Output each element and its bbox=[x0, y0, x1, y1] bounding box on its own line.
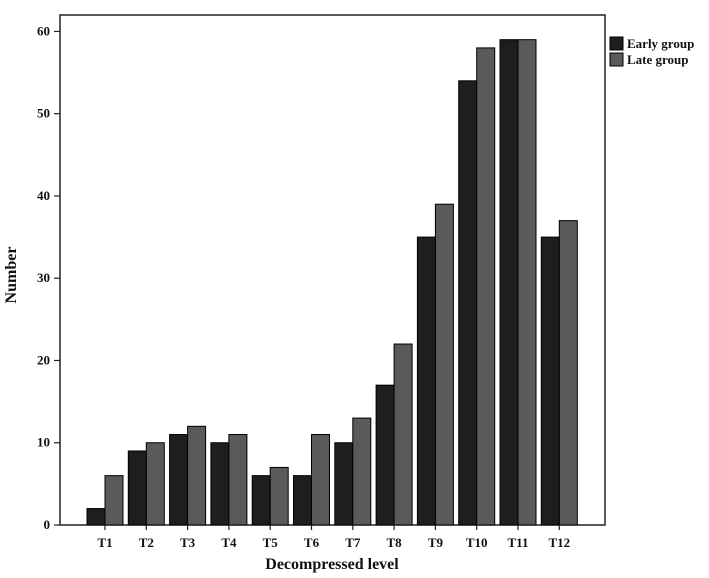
bar-early-group-t2 bbox=[127, 450, 147, 526]
bar-early-group-t8 bbox=[375, 384, 395, 526]
y-tick-label: 20 bbox=[37, 352, 50, 367]
x-tick-label-t9: T9 bbox=[428, 535, 444, 550]
bar-late-group-t12 bbox=[558, 220, 578, 526]
y-tick-label: 10 bbox=[37, 435, 50, 450]
x-tick-label-t10: T10 bbox=[466, 535, 488, 550]
x-axis: T1 T2 T3 T4 T5 T6 T7 T8 T9 T10 T11 T12 bbox=[97, 525, 570, 550]
bar-early-group-t7 bbox=[334, 442, 354, 526]
x-tick-label-t7: T7 bbox=[345, 535, 361, 550]
y-tick-label: 60 bbox=[37, 23, 50, 38]
y-tick-label: 50 bbox=[37, 106, 50, 121]
bar-early-group-t1 bbox=[86, 508, 106, 526]
bar-early-group-t5 bbox=[251, 475, 271, 526]
x-tick-label-t5: T5 bbox=[263, 535, 279, 550]
x-tick-label-t3: T3 bbox=[180, 535, 196, 550]
x-tick-label-t6: T6 bbox=[304, 535, 320, 550]
y-axis: 0 10 20 30 40 50 60 bbox=[37, 23, 60, 532]
legend-swatch-late-group bbox=[609, 52, 624, 67]
bar-late-group-t8 bbox=[393, 343, 413, 526]
bar-early-group-t9 bbox=[416, 236, 436, 526]
legend-swatch-early-group bbox=[609, 36, 624, 51]
x-tick-label-t11: T11 bbox=[508, 535, 529, 550]
bar-series bbox=[86, 39, 578, 526]
bar-late-group-t5 bbox=[269, 466, 289, 526]
bar-early-group-t6 bbox=[293, 475, 312, 526]
bar-early-group-t10 bbox=[458, 80, 478, 526]
y-tick-label: 30 bbox=[37, 270, 50, 285]
bar-early-group-t11 bbox=[499, 39, 519, 526]
bar-early-group-t3 bbox=[169, 434, 189, 526]
x-tick-label-t2: T2 bbox=[139, 535, 154, 550]
x-tick-label-t8: T8 bbox=[387, 535, 403, 550]
bar-late-group-t11 bbox=[517, 39, 537, 526]
bar-late-group-t4 bbox=[228, 434, 248, 526]
bar-early-group-t4 bbox=[210, 442, 230, 526]
x-tick-label-t12: T12 bbox=[548, 535, 570, 550]
x-axis-title: Decompressed level bbox=[265, 556, 399, 573]
bar-late-group-t1 bbox=[104, 475, 124, 526]
bar-late-group-t10 bbox=[476, 47, 496, 526]
bar-late-group-t9 bbox=[434, 203, 454, 526]
bar-late-group-t7 bbox=[352, 417, 372, 526]
legend: Early group Late group bbox=[609, 36, 694, 67]
x-tick-label-t1: T1 bbox=[97, 535, 112, 550]
legend-label-early-group: Early group bbox=[627, 36, 694, 51]
bar-late-group-t3 bbox=[187, 425, 207, 526]
y-tick-label: 0 bbox=[44, 517, 51, 532]
bar-late-group-t2 bbox=[145, 442, 165, 526]
plot-area bbox=[59, 14, 606, 526]
bar-late-group-t6 bbox=[311, 434, 330, 526]
bar-early-group-t12 bbox=[540, 236, 560, 526]
y-axis-title: Number bbox=[3, 247, 20, 304]
y-tick-label: 40 bbox=[37, 188, 50, 203]
x-tick-label-t4: T4 bbox=[221, 535, 237, 550]
legend-label-late-group: Late group bbox=[627, 52, 689, 67]
